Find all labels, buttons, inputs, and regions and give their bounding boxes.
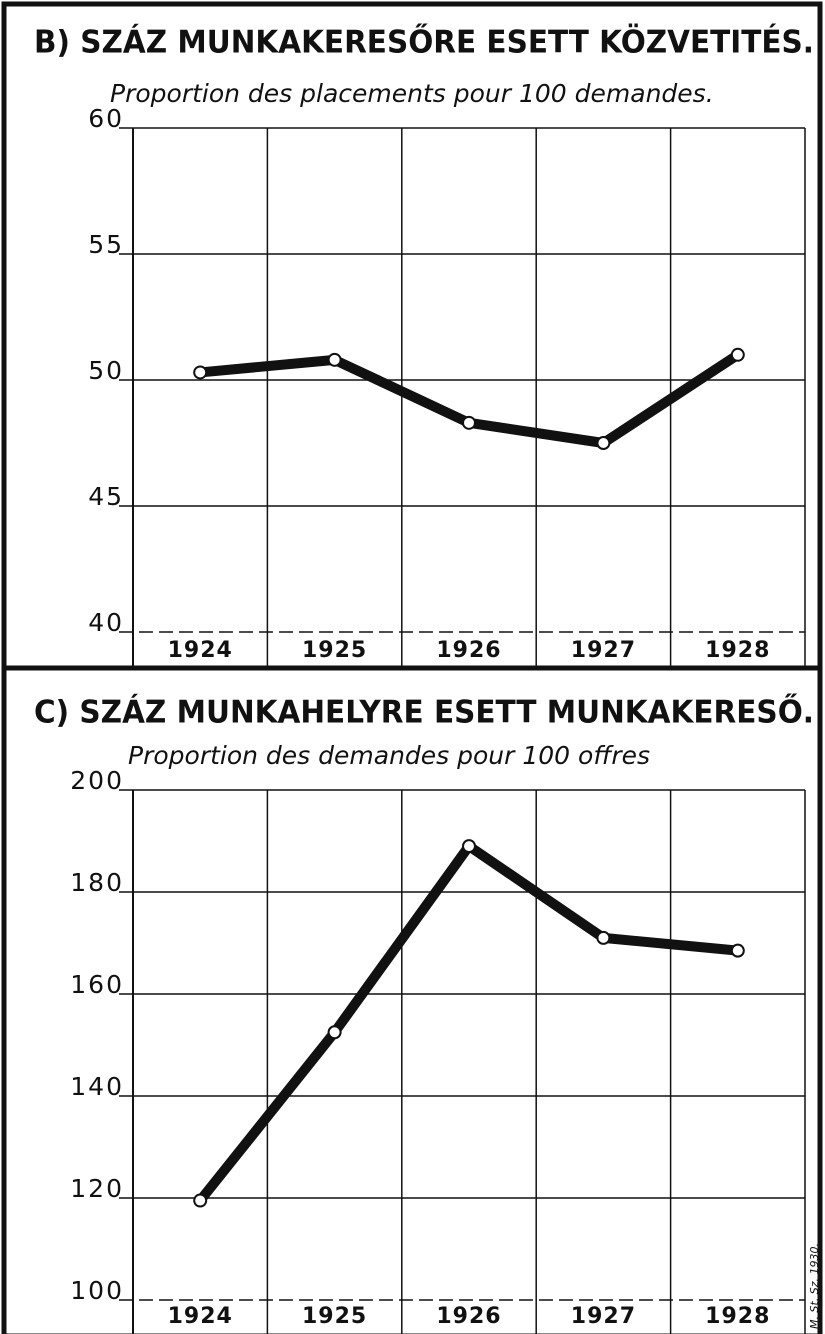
x-tick-label: 1924 <box>168 1304 233 1329</box>
data-line <box>196 841 739 1204</box>
chart-subtitle: Proportion des demandes pour 100 offres <box>128 741 650 770</box>
x-tick-label: 1927 <box>571 1304 636 1329</box>
x-tick-label: 1926 <box>436 1304 501 1329</box>
y-tick-label: 200 <box>70 766 124 795</box>
chart-title: C) SZÁZ MUNKAHELYRE ESETT MUNKAKERESŐ. <box>34 694 814 731</box>
y-tick-label: 45 <box>88 482 124 511</box>
data-point <box>193 1193 208 1208</box>
annotation: M. St. Sz. 1930. <box>808 1243 821 1329</box>
y-tick-label: 55 <box>88 230 124 259</box>
data-point <box>193 365 208 380</box>
x-tick-label: 1927 <box>571 638 636 663</box>
y-tick-label: 40 <box>88 608 124 637</box>
data-point <box>327 352 342 367</box>
x-tick-label: 1924 <box>168 638 233 663</box>
data-point <box>596 930 611 945</box>
y-tick-label: 50 <box>88 356 124 385</box>
x-tick-label: 1928 <box>705 638 770 663</box>
x-tick-label: 1925 <box>302 638 367 663</box>
y-tick-label: 120 <box>70 1174 124 1203</box>
data-point <box>730 347 745 362</box>
x-tick-label: 1925 <box>302 1304 367 1329</box>
y-tick-label: 180 <box>70 868 124 897</box>
data-point <box>596 436 611 450</box>
y-tick-label: 60 <box>88 104 124 133</box>
data-point <box>462 415 476 430</box>
x-tick-label: 1926 <box>436 638 501 663</box>
chart-title: B) SZÁZ MUNKAKERESŐRE ESETT KÖZVETITÉS. <box>34 24 814 61</box>
chart-subtitle: Proportion des placements pour 100 deman… <box>110 79 714 108</box>
data-point <box>462 839 476 854</box>
y-tick-label: 140 <box>70 1072 124 1101</box>
data-point <box>730 943 745 958</box>
data-point <box>327 1025 342 1040</box>
x-tick-label: 1928 <box>705 1304 770 1329</box>
y-tick-label: 160 <box>70 970 124 999</box>
y-tick-label: 100 <box>70 1276 124 1305</box>
